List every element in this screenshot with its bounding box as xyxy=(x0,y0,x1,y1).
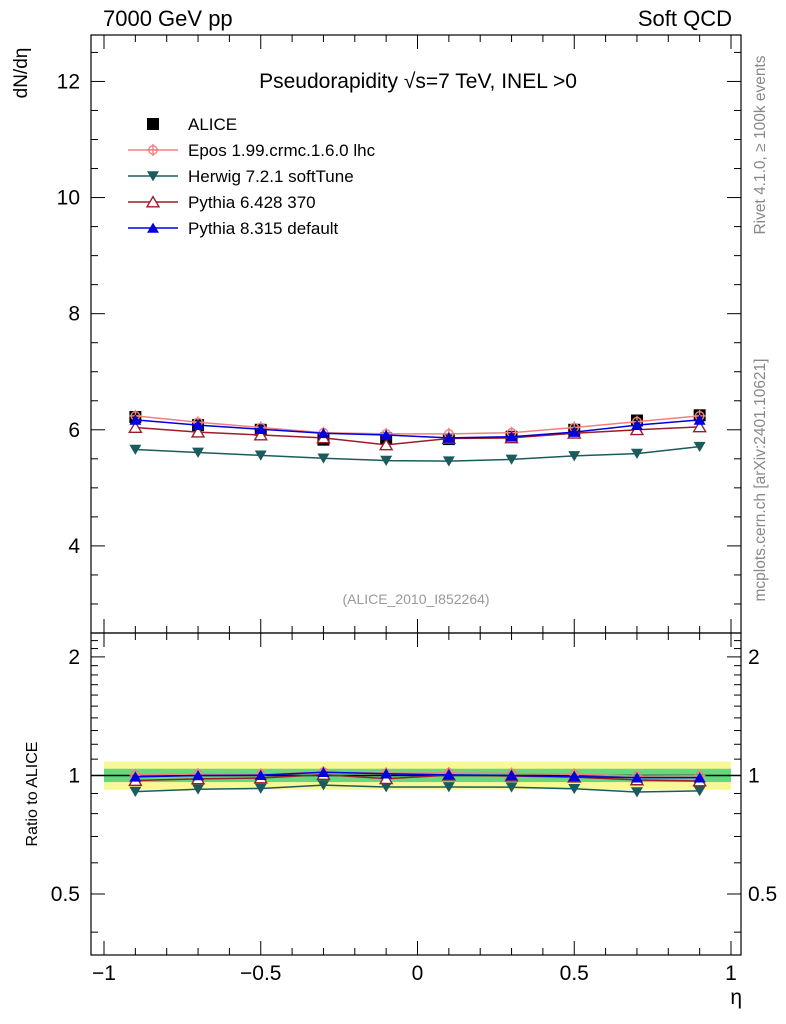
ratio-point xyxy=(442,782,455,793)
header-process: 7000 GeV pp xyxy=(103,6,233,31)
ratio-point xyxy=(693,772,706,783)
ratio-line xyxy=(135,771,700,779)
series-point xyxy=(254,450,267,461)
series-point xyxy=(630,419,643,430)
series-point xyxy=(505,454,518,465)
series-1 xyxy=(129,441,706,467)
analysis-watermark: (ALICE_2010_I852264) xyxy=(342,591,489,607)
series-line xyxy=(135,445,700,462)
y-tick-label: 4 xyxy=(68,535,80,558)
series-point xyxy=(505,431,518,442)
series-point xyxy=(442,432,455,443)
ratio-point xyxy=(129,786,142,797)
ratio-point xyxy=(254,783,267,794)
series-point xyxy=(129,444,142,455)
series-point xyxy=(442,456,455,467)
series-3 xyxy=(129,414,706,443)
ratio-plot-frame xyxy=(90,632,742,956)
ratio-line xyxy=(135,773,700,782)
series-point xyxy=(568,451,581,462)
y-tick-label: 10 xyxy=(57,187,80,210)
series-point xyxy=(380,455,393,466)
series-point xyxy=(190,425,206,438)
series-point xyxy=(317,427,330,439)
ratio-point xyxy=(442,769,455,780)
ratio-point xyxy=(192,770,205,781)
ratio-point xyxy=(380,782,393,793)
ratio-y-tick-label-right: 0.5 xyxy=(748,883,777,906)
series-point xyxy=(693,441,706,453)
x-tick-label: 0.5 xyxy=(560,962,589,985)
series-point xyxy=(192,419,205,430)
chart-title: Pseudorapidity √s=7 TeV, INEL >0 xyxy=(259,70,577,93)
ratio-point xyxy=(380,768,393,779)
series-0 xyxy=(129,409,706,440)
x-tick-label: −0.5 xyxy=(240,962,281,985)
series-point xyxy=(378,438,394,451)
series-line xyxy=(135,426,700,446)
series-point xyxy=(693,414,706,425)
header-category: Soft QCD xyxy=(637,6,732,31)
series-point xyxy=(129,414,142,425)
legend-label: ALICE xyxy=(188,115,237,134)
ratio-point xyxy=(129,771,142,782)
ratio-line xyxy=(135,784,700,793)
series-point xyxy=(630,448,643,459)
legend-label: Pythia 6.428 370 xyxy=(188,193,316,212)
ratio-y-tick-label-left: 1 xyxy=(68,764,80,787)
series-point xyxy=(128,420,143,433)
ratio-point xyxy=(505,782,518,793)
legend-marker xyxy=(147,222,159,233)
ratio-point xyxy=(568,771,581,782)
ratio-y-tick-label-right: 1 xyxy=(748,764,760,787)
ratio-y-tick-label-left: 0.5 xyxy=(51,883,80,906)
ratio-point xyxy=(630,772,643,783)
y-tick-label: 8 xyxy=(68,303,80,326)
x-tick-label: −1 xyxy=(92,962,116,985)
y-tick-label: 12 xyxy=(57,70,80,93)
legend-label: Epos 1.99.crmc.1.6.0 lhc xyxy=(188,141,376,160)
ratio-y-tick-label-right: 2 xyxy=(748,646,760,669)
ratio-y-tick-label-left: 2 xyxy=(68,646,80,669)
legend-marker xyxy=(147,171,159,182)
legend-marker xyxy=(147,144,159,156)
y-tick-label: 6 xyxy=(68,419,80,442)
ratio-line xyxy=(135,771,700,777)
series-point xyxy=(254,423,267,435)
series-point xyxy=(568,426,581,437)
ratio-point xyxy=(630,787,643,798)
ratio-point xyxy=(505,770,518,781)
series-point xyxy=(380,429,393,440)
legend-label: Pythia 8.315 default xyxy=(188,219,339,238)
legend-marker xyxy=(145,195,161,208)
ratio-series-3 xyxy=(129,766,706,783)
series-point xyxy=(692,420,707,433)
series-line xyxy=(135,419,700,439)
ratio-series-1 xyxy=(129,780,706,798)
series-point xyxy=(192,447,205,458)
legend-marker xyxy=(147,118,159,130)
ratio-point xyxy=(317,780,330,791)
legend: ALICE Epos 1.99.crmc.1.6.0 lhc Herwig 7.2.… xyxy=(128,115,376,238)
ratio-point xyxy=(317,766,330,778)
ratio-point xyxy=(192,784,205,795)
ratio-point xyxy=(568,783,581,795)
series-line xyxy=(135,415,700,435)
x-tick-label: 1 xyxy=(725,962,737,985)
legend-label: Herwig 7.2.1 softTune xyxy=(188,167,354,186)
x-axis-label: η xyxy=(730,986,742,1009)
ratio-point xyxy=(693,786,706,797)
series-point xyxy=(317,453,330,464)
x-tick-label: 0 xyxy=(412,962,424,985)
series-point xyxy=(253,428,268,441)
ratio-point xyxy=(254,769,267,780)
